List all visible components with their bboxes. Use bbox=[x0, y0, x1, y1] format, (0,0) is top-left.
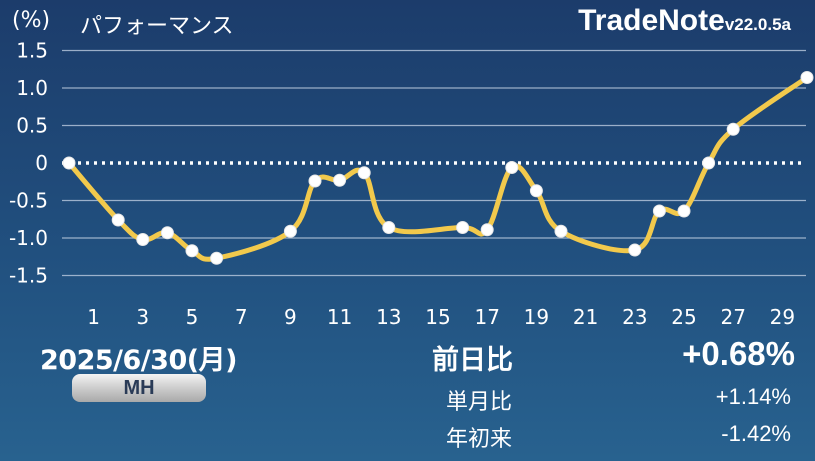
x-tick-label: 25 bbox=[671, 305, 696, 329]
app-version: v22.0.5a bbox=[724, 15, 791, 34]
monthly-change-label: 単月比 bbox=[446, 390, 513, 415]
data-point bbox=[554, 224, 568, 238]
x-tick-label: 27 bbox=[720, 305, 745, 329]
x-tick-label: 3 bbox=[136, 305, 149, 329]
data-point bbox=[726, 122, 740, 136]
data-point bbox=[529, 184, 543, 198]
data-point bbox=[160, 226, 174, 240]
data-point bbox=[628, 243, 642, 257]
report-date: 2025/6/30(月) bbox=[40, 345, 237, 376]
app-brand: TradeNotev22.0.5a bbox=[578, 4, 791, 38]
y-axis-unit-label: (%) bbox=[12, 8, 51, 33]
data-point bbox=[185, 244, 199, 258]
data-point bbox=[136, 233, 150, 246]
y-tick-label: -0.5 bbox=[9, 189, 48, 213]
data-point bbox=[382, 221, 396, 234]
x-tick-label: 19 bbox=[524, 305, 549, 329]
x-tick-label: 11 bbox=[327, 305, 352, 329]
y-tick-label: 1.0 bbox=[16, 76, 48, 100]
data-point bbox=[283, 224, 297, 238]
ytd-change-label: 年初来 bbox=[446, 427, 513, 452]
data-point bbox=[702, 156, 716, 170]
x-tick-label: 13 bbox=[376, 305, 401, 329]
y-tick-label: -1.0 bbox=[9, 226, 48, 250]
data-point bbox=[357, 166, 371, 180]
data-point bbox=[62, 156, 76, 170]
data-point bbox=[456, 221, 470, 234]
x-tick-label: 15 bbox=[425, 305, 450, 329]
data-point bbox=[333, 173, 347, 187]
account-badge-button[interactable]: MH bbox=[72, 374, 206, 402]
data-point bbox=[800, 71, 814, 84]
data-point bbox=[505, 161, 519, 174]
x-tick-label: 23 bbox=[622, 305, 647, 329]
x-tick-label: 21 bbox=[573, 305, 598, 329]
ytd-change-value: -1.42% bbox=[721, 421, 791, 446]
x-tick-label: 17 bbox=[474, 305, 499, 329]
y-tick-label: -1.5 bbox=[9, 264, 48, 288]
daily-change-value: +0.68% bbox=[682, 335, 795, 372]
monthly-change-value: +1.14% bbox=[715, 384, 791, 409]
x-tick-label: 9 bbox=[284, 305, 297, 329]
chart-title: パフォーマンス bbox=[80, 14, 234, 39]
data-point bbox=[480, 223, 494, 237]
data-point bbox=[652, 204, 666, 218]
x-tick-label: 5 bbox=[186, 305, 199, 329]
daily-change-label: 前日比 bbox=[432, 345, 513, 376]
data-point bbox=[677, 204, 691, 218]
x-tick-label: 29 bbox=[770, 305, 795, 329]
data-point bbox=[210, 251, 224, 265]
brand-name: TradeNote bbox=[578, 4, 725, 37]
data-point bbox=[111, 213, 125, 227]
series-line bbox=[66, 75, 810, 262]
y-tick-label: 1.5 bbox=[16, 39, 48, 63]
x-tick-label: 1 bbox=[87, 305, 100, 329]
x-tick-label: 7 bbox=[235, 305, 248, 329]
y-tick-label: 0 bbox=[35, 151, 48, 175]
data-point bbox=[308, 174, 322, 188]
y-tick-label: 0.5 bbox=[16, 114, 48, 138]
